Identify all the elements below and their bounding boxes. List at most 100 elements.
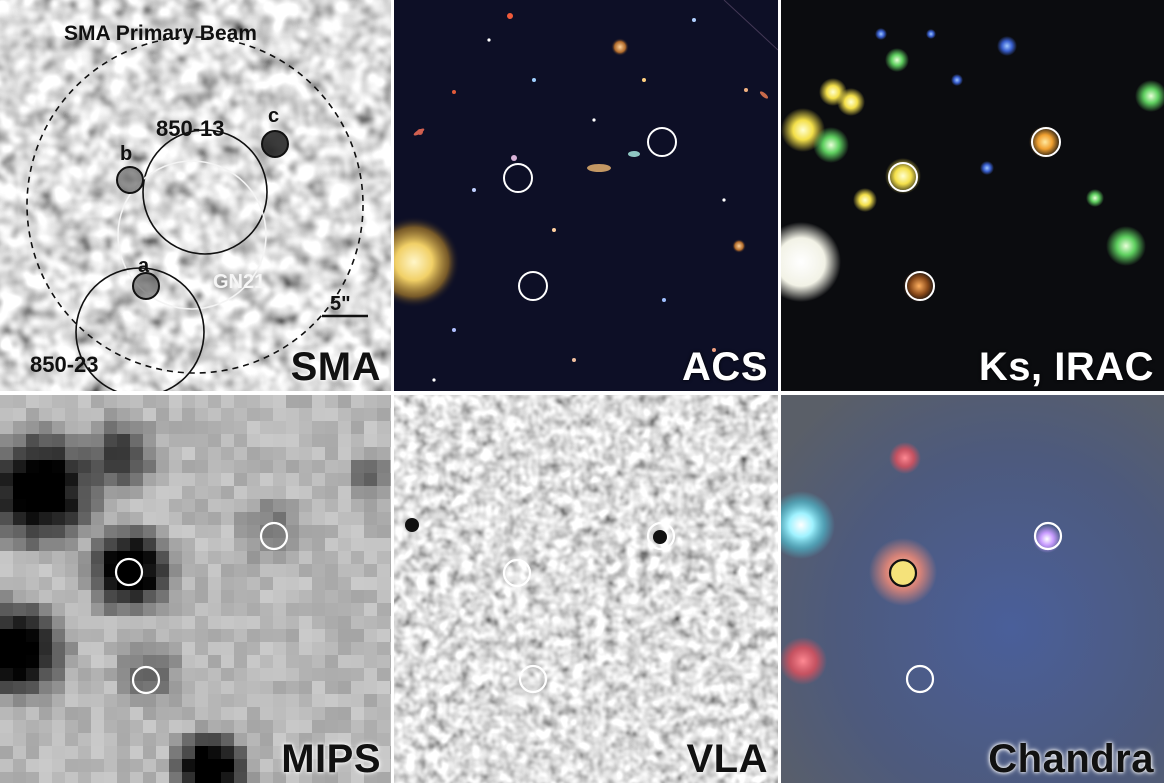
- mips-pixel: [65, 395, 78, 408]
- mips-pixel: [364, 486, 377, 499]
- panel-chandra: Chandra: [781, 395, 1164, 783]
- mips-pixel: [312, 551, 325, 564]
- mips-pixel: [65, 772, 78, 783]
- mips-pixel: [377, 668, 390, 681]
- mips-pixel: [0, 460, 13, 473]
- mips-pixel: [65, 434, 78, 447]
- mips-pixel: [195, 668, 208, 681]
- mips-pixel: [247, 551, 260, 564]
- mips-pixel: [52, 759, 65, 772]
- mips-pixel: [286, 616, 299, 629]
- mips-pixel: [26, 616, 39, 629]
- mips-pixel: [273, 564, 286, 577]
- mips-pixel: [169, 512, 182, 525]
- mips-pixel: [260, 447, 273, 460]
- mips-pixel: [260, 694, 273, 707]
- mips-pixel: [26, 746, 39, 759]
- mips-pixel: [0, 577, 13, 590]
- mips-pixel: [0, 408, 13, 421]
- mips-pixel: [234, 525, 247, 538]
- mips-pixel: [65, 551, 78, 564]
- mips-pixel: [377, 395, 390, 408]
- mips-pixel: [195, 460, 208, 473]
- mips-pixel: [312, 512, 325, 525]
- mips-pixel: [130, 772, 143, 783]
- mips-pixel: [260, 564, 273, 577]
- mips-pixel: [104, 577, 117, 590]
- mips-pixel: [65, 720, 78, 733]
- sma-noise-texture: [0, 0, 391, 391]
- mips-pixel: [78, 616, 91, 629]
- mips-pixel: [91, 733, 104, 746]
- mips-pixel: [26, 512, 39, 525]
- mips-pixel: [325, 538, 338, 551]
- mips-pixel: [286, 642, 299, 655]
- mips-pixel: [195, 538, 208, 551]
- mips-pixel: [104, 434, 117, 447]
- mips-pixel: [0, 473, 13, 486]
- mips-pixel: [65, 668, 78, 681]
- mips-pixel: [351, 421, 364, 434]
- mips-pixel: [260, 681, 273, 694]
- mips-pixel: [13, 525, 26, 538]
- mips-pixel: [169, 525, 182, 538]
- mips-pixel: [273, 655, 286, 668]
- mips-pixel: [156, 746, 169, 759]
- mips-pixel: [325, 434, 338, 447]
- mips-pixel: [182, 447, 195, 460]
- mips-pixel: [169, 421, 182, 434]
- mips-pixel: [221, 512, 234, 525]
- mips-pixel: [0, 538, 13, 551]
- mips-pixel: [169, 642, 182, 655]
- mips-pixel: [39, 681, 52, 694]
- mips-pixel: [208, 616, 221, 629]
- mips-pixel: [182, 681, 195, 694]
- mips-pixel: [390, 694, 391, 707]
- mips-pixel: [26, 460, 39, 473]
- mips-pixel: [234, 720, 247, 733]
- mips-pixel: [338, 421, 351, 434]
- mips-pixel: [91, 551, 104, 564]
- mips-pixel: [208, 486, 221, 499]
- mips-pixel: [91, 486, 104, 499]
- mips-pixel: [13, 434, 26, 447]
- mips-pixel: [247, 486, 260, 499]
- mips-pixel: [273, 759, 286, 772]
- mips-pixel: [338, 434, 351, 447]
- mips-pixel: [78, 746, 91, 759]
- mips-pixel: [52, 707, 65, 720]
- mips-pixel: [182, 655, 195, 668]
- mips-pixel: [351, 447, 364, 460]
- mips-pixel: [26, 590, 39, 603]
- mips-pixel: [52, 616, 65, 629]
- mips-pixel: [364, 525, 377, 538]
- mips-pixel: [221, 720, 234, 733]
- mips-pixel: [26, 395, 39, 408]
- mips-pixel: [156, 434, 169, 447]
- mips-pixel: [325, 603, 338, 616]
- mips-pixel: [208, 603, 221, 616]
- mips-pixel: [325, 408, 338, 421]
- chandra-red-source-top: [889, 442, 921, 474]
- mips-pixel: [351, 707, 364, 720]
- mips-pixel: [65, 408, 78, 421]
- mips-pixel: [195, 772, 208, 783]
- chandra-marker-left: [888, 558, 918, 588]
- mips-pixel: [91, 694, 104, 707]
- mips-pixel: [65, 590, 78, 603]
- mips-pixel: [117, 499, 130, 512]
- mips-pixel: [156, 564, 169, 577]
- acs-image: [394, 0, 778, 391]
- mips-pixel: [130, 460, 143, 473]
- mips-pixel: [273, 668, 286, 681]
- mips-pixel: [169, 434, 182, 447]
- mips-pixel: [377, 434, 390, 447]
- mips-pixel: [26, 772, 39, 783]
- mips-pixel: [104, 538, 117, 551]
- mips-pixel: [0, 564, 13, 577]
- mips-pixel: [312, 733, 325, 746]
- mips-pixel: [0, 447, 13, 460]
- mips-pixel: [117, 733, 130, 746]
- circle-850-13: [142, 129, 268, 255]
- label-gn21: GN21: [213, 271, 265, 293]
